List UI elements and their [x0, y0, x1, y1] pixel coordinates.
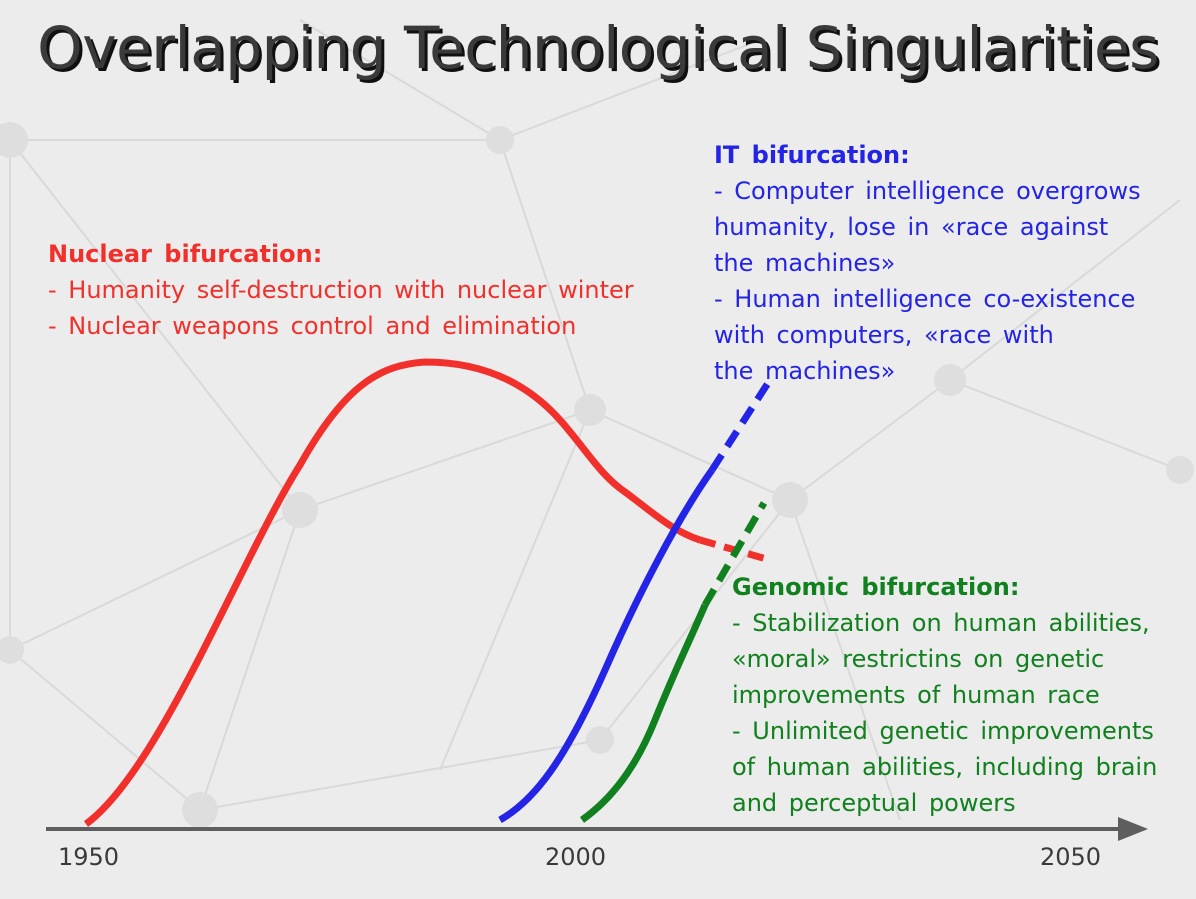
page-title: Overlapping Technological Singularities: [37, 14, 1159, 82]
genomic-heading: Genomic bifurcation:: [732, 573, 1020, 601]
it-line: humanity, lose in «race against: [714, 213, 1109, 241]
axis-arrowhead: [1118, 817, 1148, 841]
genomic-line: of human abilities, including brain: [732, 753, 1158, 781]
genomic-line: improvements of human race: [732, 681, 1100, 709]
genomic-curve: [579, 603, 709, 823]
it-line: the machines»: [714, 357, 896, 385]
it-bifurcation-text: IT bifurcation: - Computer intelligence …: [714, 137, 1141, 389]
genomic-bifurcation-text: Genomic bifurcation: - Stabilization on …: [732, 569, 1157, 821]
it-curve: [498, 467, 715, 824]
nuclear-bifurcation-text: Nuclear bifurcation: - Humanity self-des…: [48, 236, 634, 344]
nuclear-heading: Nuclear bifurcation:: [48, 240, 323, 268]
it-dashed-extension: [709, 381, 771, 472]
nuclear-line: - Humanity self-destruction with nuclear…: [48, 276, 634, 304]
axis-tick-label: 2050: [1040, 843, 1102, 871]
it-line: - Human intelligence co-existence: [714, 285, 1136, 313]
genomic-dashed-extension: [701, 501, 768, 607]
axis-tick-label: 2000: [545, 843, 607, 871]
genomic-line: «moral» restrictins on genetic: [732, 645, 1105, 673]
it-line: the machines»: [714, 249, 896, 277]
it-heading: IT bifurcation:: [714, 141, 910, 169]
it-line: - Computer intelligence overgrows: [714, 177, 1141, 205]
it-line: with computers, «race with: [714, 321, 1054, 349]
nuclear-curve: [83, 358, 702, 827]
genomic-line: and perceptual powers: [732, 789, 1016, 817]
time-axis: [46, 817, 1148, 841]
genomic-line: - Unlimited genetic improvements: [732, 717, 1154, 745]
axis-tick-label: 1950: [58, 843, 120, 871]
nuclear-line: - Nuclear weapons control and eliminatio…: [48, 312, 577, 340]
genomic-line: - Stabilization on human abilities,: [732, 609, 1150, 637]
